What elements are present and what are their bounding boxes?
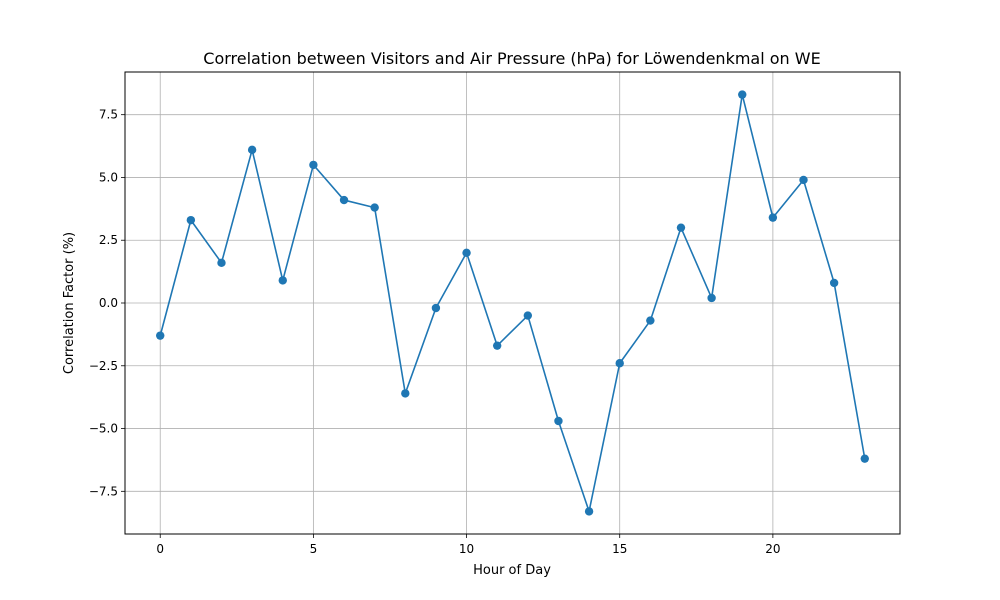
ticks-layer: 0 5 10 15 20 −7.5 −5.0 −2.5 0.0 2.5 5.0 7.5 bbox=[89, 108, 781, 556]
data-point bbox=[462, 248, 471, 257]
y-tick-label: −7.5 bbox=[89, 484, 118, 498]
data-point bbox=[492, 341, 502, 350]
data-point bbox=[799, 175, 808, 185]
data-point bbox=[768, 213, 778, 222]
data-point bbox=[860, 454, 869, 463]
data-point bbox=[829, 278, 839, 288]
data-point bbox=[217, 258, 226, 268]
data-point bbox=[523, 311, 533, 320]
data-point bbox=[247, 145, 257, 155]
data-point bbox=[646, 316, 655, 325]
grid-layer bbox=[125, 72, 900, 534]
x-tick-label: 15 bbox=[612, 542, 627, 556]
y-tick-label: 5.0 bbox=[99, 170, 118, 184]
series-line bbox=[159, 93, 866, 513]
data-point bbox=[707, 293, 716, 303]
x-tick-label: 5 bbox=[310, 542, 318, 556]
x-tick-label: 20 bbox=[765, 542, 780, 556]
x-axis-label: Hour of Day bbox=[473, 563, 551, 578]
data-point bbox=[186, 215, 196, 225]
data-point bbox=[431, 303, 441, 313]
series-layer bbox=[156, 90, 869, 516]
y-axis-label: Correlation Factor (%) bbox=[62, 232, 77, 374]
y-tick-label: 7.5 bbox=[99, 108, 118, 122]
x-tick-label: 10 bbox=[459, 542, 474, 556]
chart-title: Correlation between Visitors and Air Pre… bbox=[203, 49, 820, 68]
data-point bbox=[278, 276, 287, 285]
data-point bbox=[615, 359, 624, 368]
data-point bbox=[554, 416, 563, 426]
data-point bbox=[156, 331, 165, 340]
data-point bbox=[584, 507, 594, 516]
data-point bbox=[676, 223, 686, 232]
y-tick-label: 2.5 bbox=[99, 233, 118, 247]
y-tick-label: −2.5 bbox=[89, 359, 118, 373]
data-point bbox=[401, 389, 410, 398]
data-point bbox=[339, 195, 349, 205]
y-tick-label: −5.0 bbox=[89, 422, 118, 436]
x-tick-label: 0 bbox=[156, 542, 164, 556]
data-point bbox=[738, 90, 747, 99]
data-point bbox=[309, 160, 318, 170]
data-point bbox=[370, 203, 379, 212]
y-tick-label: 0.0 bbox=[99, 296, 118, 310]
